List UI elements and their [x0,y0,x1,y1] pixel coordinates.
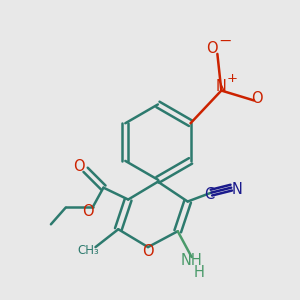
Text: CH₃: CH₃ [78,244,99,256]
Text: O: O [82,204,93,219]
Text: NH: NH [181,254,202,268]
Text: H: H [194,266,205,280]
Text: O: O [207,41,218,56]
Text: O: O [251,91,263,106]
Text: C: C [204,187,214,202]
Text: N: N [216,79,227,94]
Text: +: + [227,72,238,85]
Text: −: − [219,34,232,49]
Text: O: O [142,244,154,259]
Text: N: N [232,182,243,197]
Text: O: O [73,159,85,174]
